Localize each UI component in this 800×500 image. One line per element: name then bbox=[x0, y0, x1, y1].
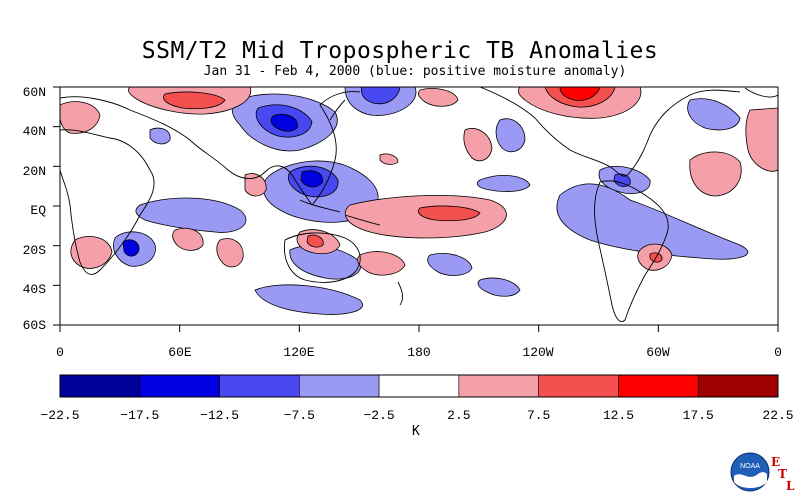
neg-region-south-pacific bbox=[427, 253, 473, 276]
logo-letter: T bbox=[778, 467, 787, 481]
neg-region-north-atlantic bbox=[687, 98, 741, 131]
pos-region-australia-core bbox=[306, 234, 324, 248]
lat-label: 20S bbox=[23, 243, 47, 258]
neg-region-mid-pacific bbox=[495, 118, 526, 153]
neg-region-south-pacific-east bbox=[477, 277, 521, 297]
latitude-axis: 60N 40N 20N EQ 20S 40S 60S bbox=[23, 85, 60, 333]
pos-region-south-africa bbox=[70, 236, 113, 269]
colorbar-tick-label: 22.5 bbox=[762, 408, 793, 423]
colorbar-swatch bbox=[299, 374, 380, 398]
lat-label: 40S bbox=[23, 282, 47, 297]
logo-letter: E bbox=[771, 455, 781, 469]
pos-region-west-atlantic bbox=[689, 151, 742, 197]
pos-region-europe bbox=[60, 101, 101, 134]
lat-label: 60N bbox=[23, 85, 46, 100]
lon-label: 60W bbox=[646, 345, 670, 360]
negative-anomaly-regions bbox=[113, 87, 749, 315]
colorbar-swatch bbox=[697, 374, 779, 398]
colorbar-swatch bbox=[378, 374, 460, 398]
logo-text: NOAA bbox=[740, 463, 760, 470]
pos-region-india bbox=[244, 173, 267, 197]
neg-region-arabian bbox=[149, 127, 171, 145]
pos-region-hawaii bbox=[379, 153, 399, 165]
lon-label: 180 bbox=[407, 345, 430, 360]
colorbar-tick-label: 7.5 bbox=[527, 408, 550, 423]
neg-region-madagascar-core bbox=[122, 239, 140, 257]
noaa-logo: NOAA bbox=[730, 452, 770, 492]
colorbar-swatch bbox=[458, 374, 539, 398]
neg-region-north-pacific-core bbox=[361, 87, 401, 105]
south-america-outline bbox=[594, 180, 669, 323]
eurasia-outline bbox=[60, 91, 361, 206]
colorbar-unit: K bbox=[412, 424, 420, 439]
colorbar-frame bbox=[59, 374, 779, 398]
new-zealand-outline bbox=[397, 281, 404, 306]
lon-label: 120E bbox=[283, 345, 314, 360]
africa-outline bbox=[60, 129, 155, 275]
lat-label: 60S bbox=[23, 318, 47, 333]
neg-region-southern-ocean bbox=[254, 284, 363, 315]
greenland-outline bbox=[744, 87, 778, 98]
colorbar-swatch bbox=[618, 374, 699, 398]
colorbar-tick-label: 12.5 bbox=[603, 408, 634, 423]
neg-region-east-pacific bbox=[476, 175, 531, 192]
colorbar-tick-label: −7.5 bbox=[284, 408, 315, 423]
pos-region-south-pacific-west bbox=[357, 251, 406, 276]
pos-region-indian-ocean-south bbox=[172, 228, 204, 251]
australia-outline bbox=[284, 232, 361, 283]
colorbar-swatch bbox=[538, 374, 619, 398]
pos-region-north-atlantic-east bbox=[745, 107, 778, 172]
japan-outline bbox=[329, 99, 346, 121]
lat-label: 40N bbox=[23, 124, 46, 139]
colorbar-tick-label: −22.5 bbox=[40, 408, 79, 423]
lon-label: 0 bbox=[774, 345, 782, 360]
colorbar: −22.5 −17.5 −12.5 −7.5 −2.5 2.5 7.5 12.5 17.5 22.… bbox=[40, 374, 794, 423]
lon-label: 60E bbox=[168, 345, 192, 360]
positive-anomaly-regions bbox=[60, 87, 778, 276]
pos-region-siberia-core bbox=[163, 91, 226, 110]
colorbar-tick-label: 2.5 bbox=[447, 408, 470, 423]
colorbar-tick-label: −2.5 bbox=[364, 408, 395, 423]
pos-region-south-indian bbox=[216, 238, 244, 268]
pos-region-central-pacific-core bbox=[418, 205, 481, 222]
neg-region-south-atlantic bbox=[556, 183, 749, 260]
colorbar-swatch bbox=[59, 374, 141, 398]
lat-label: 20N bbox=[23, 164, 46, 179]
colorbar-swatch bbox=[139, 374, 220, 398]
lon-label: 120W bbox=[522, 345, 553, 360]
neg-region-indochina-center bbox=[300, 170, 323, 188]
neg-region-atlantic-core bbox=[613, 173, 631, 187]
pos-region-arctic bbox=[418, 88, 459, 107]
colorbar-swatch bbox=[219, 374, 300, 398]
neg-region-indian-ocean bbox=[135, 197, 247, 233]
indonesia-outline bbox=[299, 199, 381, 226]
colorbar-tick-label: −12.5 bbox=[200, 408, 239, 423]
logo-letter: L bbox=[786, 479, 795, 493]
pos-region-north-pacific-center bbox=[559, 87, 601, 101]
lon-label: 0 bbox=[56, 345, 64, 360]
map-title: SSM/T2 Mid Tropospheric TB Anomalies bbox=[141, 38, 659, 64]
longitude-axis: 0 60E 120E 180 120W 60W 0 bbox=[56, 325, 782, 360]
pos-region-east-pacific-north bbox=[463, 128, 493, 162]
colorbar-tick-label: −17.5 bbox=[120, 408, 159, 423]
map-subtitle: Jan 31 - Feb 4, 2000 (blue: positive moi… bbox=[203, 64, 627, 79]
coastlines bbox=[60, 87, 778, 323]
north-america-outline bbox=[479, 87, 741, 177]
lat-label: EQ bbox=[30, 203, 46, 218]
neg-region-west-pacific-center bbox=[270, 113, 298, 132]
colorbar-tick-label: 17.5 bbox=[683, 408, 714, 423]
